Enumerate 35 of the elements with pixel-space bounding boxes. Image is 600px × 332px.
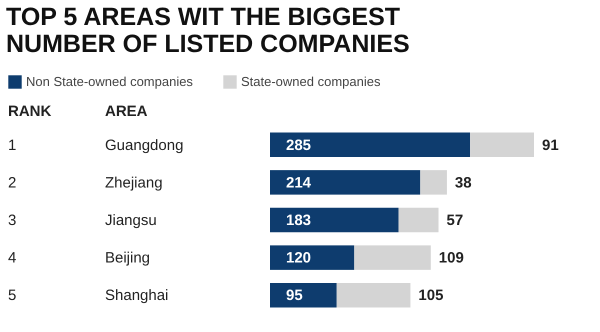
- data-label: 91: [542, 136, 559, 154]
- legend-label: Non State-owned companies: [26, 74, 194, 89]
- data-label: 285: [286, 136, 312, 154]
- text: 5: [8, 287, 16, 304]
- bar: [270, 245, 354, 270]
- bar: [420, 170, 447, 195]
- data-label: 120: [286, 250, 312, 267]
- data-label: 183: [286, 212, 312, 229]
- text: AREA: [105, 103, 148, 120]
- y-tick-label: Beijing: [105, 250, 150, 267]
- text: RANK: [8, 103, 52, 120]
- bar: [398, 208, 439, 232]
- bar: [270, 283, 337, 308]
- y-tick-label: Shanghai: [105, 287, 168, 304]
- bar: [470, 132, 534, 157]
- bar: [270, 208, 398, 232]
- text: 4: [8, 250, 16, 267]
- text: 2: [8, 174, 16, 192]
- data-label: 38: [454, 174, 472, 192]
- bar: [270, 170, 420, 195]
- data-label: 95: [286, 287, 303, 304]
- data-label: 109: [438, 250, 464, 267]
- text: 1: [8, 136, 16, 154]
- y-tick-label: Zhejiang: [105, 174, 163, 192]
- data-label: 105: [418, 287, 444, 304]
- data-label: 57: [446, 212, 464, 229]
- bar: [354, 245, 431, 270]
- legend-label: State-owned companies: [241, 74, 381, 89]
- chart-title: TOP 5 AREAS WIT THE BIGGEST NUMBER OF LISTED COMPANIES: [6, 3, 410, 58]
- bar: [336, 283, 410, 308]
- bar: [270, 132, 470, 157]
- data-label: 214: [286, 174, 312, 192]
- y-tick-label: Guangdong: [105, 136, 184, 154]
- text: 3: [8, 212, 16, 229]
- y-tick-label: Jiangsu: [105, 212, 157, 229]
